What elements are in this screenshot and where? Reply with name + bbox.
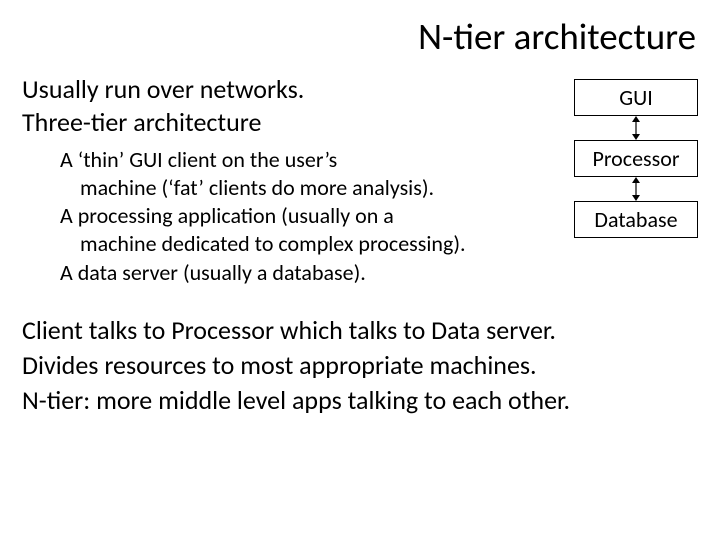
- slide-title: N-tier architecture: [22, 14, 702, 59]
- diagram-column: GUI Processor Database: [570, 73, 702, 238]
- sub-item-line: machine dedicated to complex processing)…: [60, 230, 552, 258]
- tier-box-gui: GUI: [574, 79, 698, 116]
- intro-line: Usually run over networks.: [22, 73, 552, 106]
- intro-line: Three-tier architecture: [22, 106, 552, 139]
- tier-box-processor: Processor: [574, 140, 698, 177]
- sub-list: A ‘thin’ GUI client on the user’s machin…: [22, 146, 552, 287]
- intro-block: Usually run over networks. Three-tier ar…: [22, 73, 552, 138]
- bottom-line: Client talks to Processor which talks to…: [22, 313, 702, 348]
- sub-item-line: A data server (usually a database).: [60, 259, 552, 287]
- sub-item-line: A processing application (usually on a: [60, 202, 552, 230]
- tier-box-database: Database: [574, 201, 698, 238]
- sub-item-line: machine (‘fat’ clients do more analysis)…: [60, 174, 552, 202]
- bottom-line: N-tier: more middle level apps talking t…: [22, 383, 702, 418]
- text-column: Usually run over networks. Three-tier ar…: [22, 73, 552, 287]
- sub-item-line: A ‘thin’ GUI client on the user’s: [60, 146, 552, 174]
- bottom-line: Divides resources to most appropriate ma…: [22, 348, 702, 383]
- content-row: Usually run over networks. Three-tier ar…: [22, 73, 702, 287]
- bottom-block: Client talks to Processor which talks to…: [22, 313, 702, 418]
- slide: N-tier architecture Usually run over net…: [0, 0, 720, 540]
- double-arrow-icon: [629, 177, 643, 201]
- double-arrow-icon: [629, 116, 643, 140]
